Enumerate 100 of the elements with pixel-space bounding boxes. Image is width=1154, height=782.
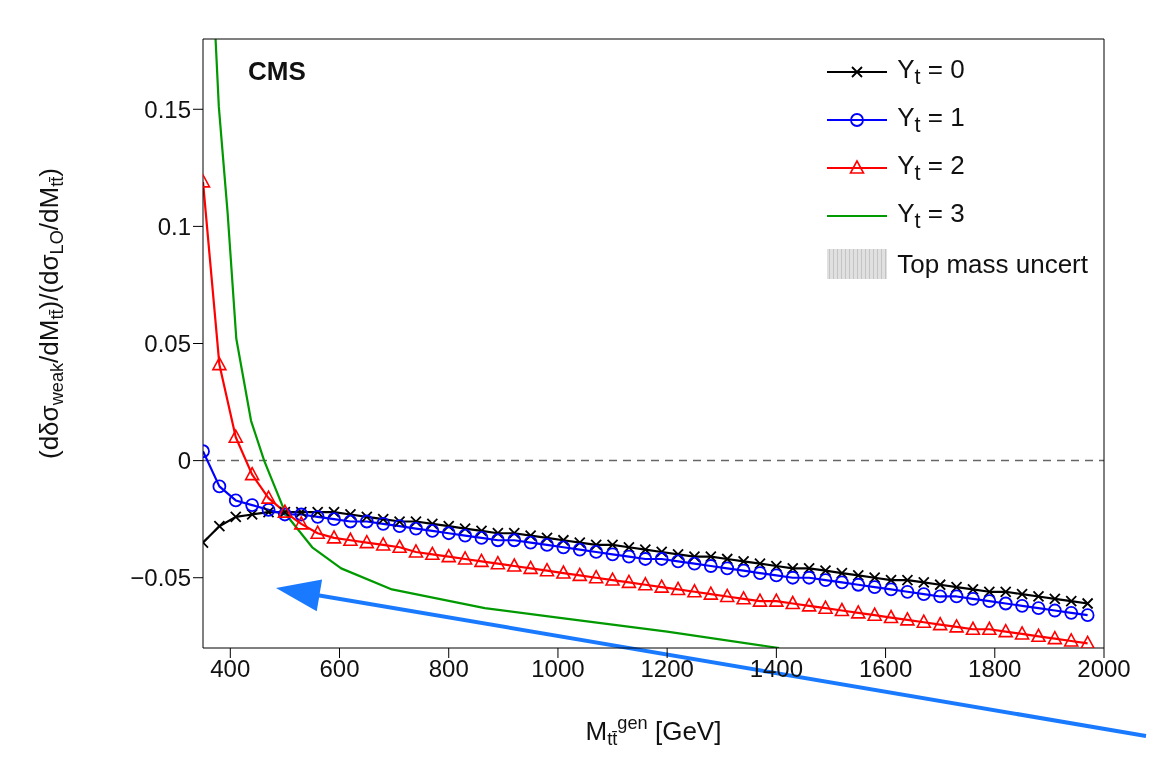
point xyxy=(965,621,981,636)
point xyxy=(572,542,587,557)
point xyxy=(950,581,963,593)
point xyxy=(1032,590,1045,603)
point xyxy=(851,577,866,592)
point xyxy=(884,582,898,597)
point xyxy=(326,530,342,544)
point xyxy=(916,587,931,602)
point xyxy=(868,571,881,584)
point xyxy=(408,544,424,558)
point xyxy=(999,585,1012,598)
point xyxy=(606,539,619,551)
point xyxy=(328,506,340,519)
point xyxy=(244,466,260,481)
point xyxy=(212,479,227,494)
point xyxy=(966,591,980,606)
point xyxy=(523,560,538,575)
point xyxy=(228,493,243,508)
point xyxy=(507,533,522,548)
point xyxy=(459,522,472,535)
point xyxy=(392,539,407,554)
point xyxy=(442,520,455,533)
point xyxy=(491,527,504,540)
point xyxy=(801,598,817,612)
point xyxy=(885,574,897,586)
point xyxy=(639,543,652,556)
x-tick-label: 2000 xyxy=(1077,655,1131,683)
point xyxy=(539,562,555,577)
point xyxy=(410,515,422,528)
point xyxy=(310,509,325,524)
point xyxy=(916,614,932,629)
point xyxy=(835,567,848,579)
point xyxy=(590,539,603,551)
x-tick-label: 1600 xyxy=(858,655,913,683)
x-axis-title: M$_{tt̄}$$^{gen}$ [GeV] xyxy=(585,713,722,750)
point xyxy=(786,562,799,575)
legend-label: Y$_{t}$ = 0 xyxy=(897,53,965,90)
point xyxy=(557,534,570,547)
point xyxy=(490,533,505,548)
y-tick-label: −0.05 xyxy=(130,564,191,592)
point xyxy=(1080,635,1095,648)
point xyxy=(261,490,276,504)
point xyxy=(753,566,767,580)
point xyxy=(703,586,719,600)
point xyxy=(376,516,391,531)
point xyxy=(343,532,358,547)
point xyxy=(818,600,833,614)
point xyxy=(541,532,553,544)
point xyxy=(475,524,488,537)
x-tick-label: 400 xyxy=(210,655,251,683)
point xyxy=(803,562,816,575)
point xyxy=(785,570,800,585)
point xyxy=(1081,597,1094,610)
point xyxy=(409,521,423,536)
point xyxy=(343,514,358,529)
legend-label: Y$_{t}$ = 1 xyxy=(897,101,965,138)
point xyxy=(490,555,506,570)
point xyxy=(1048,592,1061,605)
point xyxy=(359,534,375,549)
point xyxy=(425,523,440,538)
point xyxy=(688,550,701,563)
x-tick-label: 1000 xyxy=(531,655,585,683)
point xyxy=(457,551,473,565)
point xyxy=(655,546,668,558)
point xyxy=(901,574,914,586)
point xyxy=(736,591,751,605)
annotation: CMS xyxy=(248,56,306,86)
point xyxy=(802,570,817,585)
point xyxy=(213,520,226,533)
y-tick-label: 0.1 xyxy=(157,212,191,240)
point xyxy=(262,506,275,519)
point xyxy=(261,502,276,517)
point xyxy=(983,585,996,598)
point xyxy=(949,619,964,633)
point xyxy=(819,564,832,577)
point xyxy=(1064,605,1079,620)
point xyxy=(589,545,604,559)
point xyxy=(670,581,686,596)
point xyxy=(720,561,735,576)
point xyxy=(360,510,373,523)
point xyxy=(377,513,390,526)
point xyxy=(1063,633,1079,647)
point xyxy=(327,512,341,527)
point xyxy=(623,541,635,554)
point xyxy=(1015,598,1029,613)
point xyxy=(425,546,440,561)
point xyxy=(834,602,850,617)
point xyxy=(917,576,930,589)
point xyxy=(1016,588,1028,601)
point xyxy=(852,569,865,582)
point xyxy=(605,547,620,562)
point xyxy=(736,563,751,578)
x-tick-label: 800 xyxy=(428,655,469,683)
y-tick-label: 0.15 xyxy=(144,95,191,123)
point xyxy=(1065,595,1078,608)
point xyxy=(1031,601,1046,616)
point xyxy=(932,616,948,631)
point xyxy=(834,575,849,590)
point xyxy=(769,568,784,583)
point xyxy=(934,578,947,591)
